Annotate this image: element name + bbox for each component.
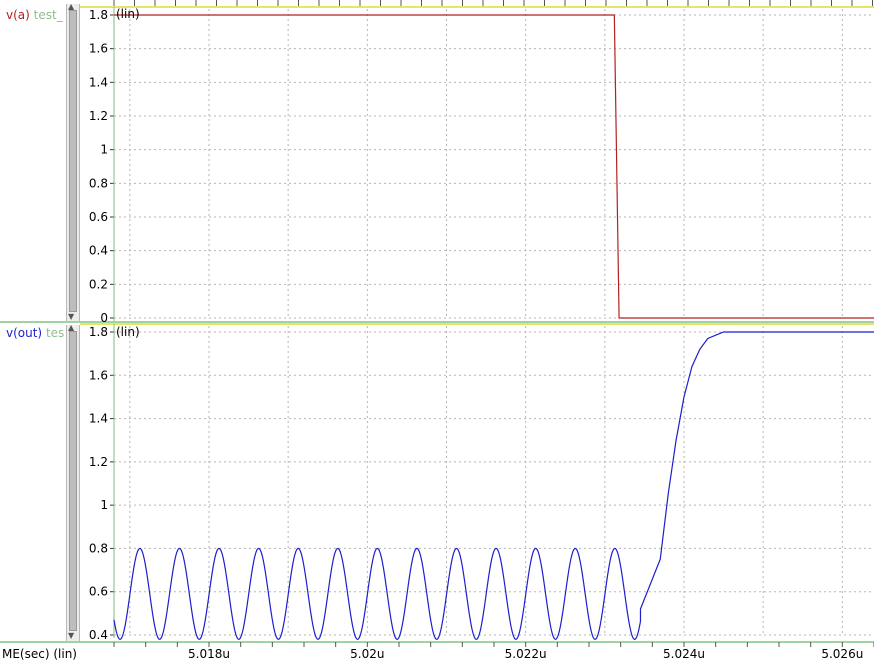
signal-name: v(a) — [6, 8, 30, 22]
x-tick-label: 5.022u — [505, 647, 547, 661]
axes — [0, 0, 874, 647]
scroll-down-arrow-icon[interactable]: ▼ — [68, 631, 75, 640]
y-tick-label: 0.4 — [89, 244, 108, 258]
traces — [113, 14, 874, 640]
y-tick-label: 0.6 — [89, 210, 108, 224]
y-tick-label: 0.2 — [89, 277, 108, 291]
y-tick-label: 0.8 — [89, 541, 108, 555]
signal-label-va[interactable]: v(a) test_ — [6, 8, 63, 22]
x-tick-label: 5.018u — [188, 647, 230, 661]
y-tick-label: 0.8 — [89, 176, 108, 190]
tick-labels: 0 0.2 0.4 0.6 0.8 1 1.2 1.4 1.6 1.8 0.4 0.6 0.8 1 1.2 1… — [89, 8, 863, 661]
y-tick-label: 1.2 — [89, 455, 108, 469]
scroll-up-arrow-icon[interactable]: ▲ — [68, 2, 75, 11]
source-name: tes — [45, 326, 65, 340]
y-tick-label: 1.6 — [89, 42, 108, 56]
trace-v(a) — [114, 14, 874, 319]
scrollbar-top[interactable]: ▲ ▼ — [66, 2, 80, 322]
y-tick-label: 1.8 — [89, 8, 108, 22]
y-tick-label: 0.6 — [89, 585, 108, 599]
x-tick-label: 5.02u — [350, 647, 384, 661]
y-tick-label: 1 — [100, 143, 108, 157]
y-tick-label: 1.4 — [89, 412, 108, 426]
grid-top — [114, 9, 874, 319]
x-axis-label: ME(sec) (lin) — [2, 647, 77, 661]
trace-v(out) — [113, 331, 874, 640]
y-tick-label: 0.4 — [89, 628, 108, 642]
signal-label-vout[interactable]: v(out) tes — [6, 326, 64, 340]
scroll-up-arrow-icon[interactable]: ▲ — [68, 323, 75, 332]
x-tick-label: 5.026u — [821, 647, 863, 661]
scroll-down-arrow-icon[interactable]: ▼ — [68, 312, 75, 321]
source-name: test_ — [33, 8, 63, 22]
y-tick-label: 1.4 — [89, 75, 108, 89]
scroll-thumb-top[interactable] — [69, 10, 77, 312]
y-tick-label: 0 — [100, 311, 108, 325]
signal-name: v(out) — [6, 326, 43, 340]
scroll-thumb-bottom[interactable] — [69, 331, 77, 631]
legend-panel-top: v(a) test_ — [0, 0, 66, 320]
scrollbar-bottom[interactable]: ▲ ▼ — [66, 323, 80, 641]
y-tick-label: 1 — [100, 498, 108, 512]
grid-bottom — [114, 326, 874, 636]
x-tick-label: 5.024u — [663, 647, 705, 661]
y-tick-label: 1.6 — [89, 368, 108, 382]
legend-panel-bottom: v(out) tes — [0, 322, 66, 642]
y-tick-label: 1.2 — [89, 109, 108, 123]
scale-tag-bottom: (lin) — [116, 325, 140, 339]
y-tick-label: 1.8 — [89, 325, 108, 339]
scale-tag-top: (lin) — [116, 7, 140, 21]
